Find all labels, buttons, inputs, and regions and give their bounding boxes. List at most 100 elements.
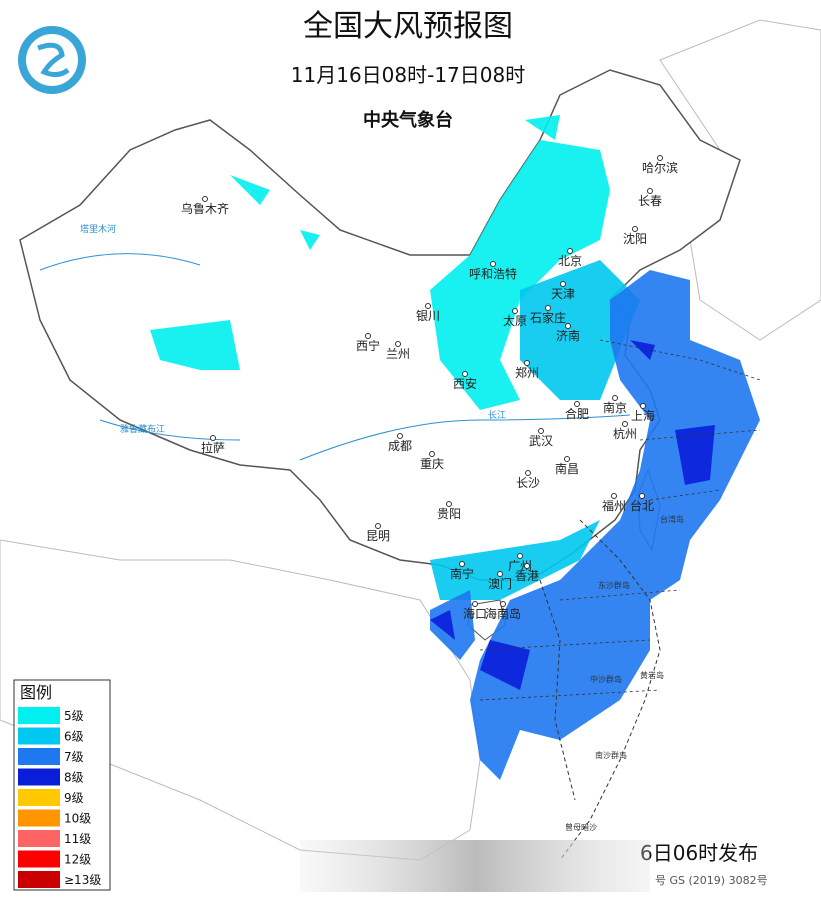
place-label: 中沙群岛 <box>590 674 622 684</box>
legend-label: ≥13级 <box>64 873 101 887</box>
subtitle: 11月16日08时-17日08时 <box>291 63 525 87</box>
legend-swatch <box>18 707 60 724</box>
city-dot <box>632 226 638 232</box>
city-dot <box>202 196 208 202</box>
legend-label: 10级 <box>64 812 91 826</box>
city-dot <box>210 435 216 441</box>
place-label: 东沙群岛 <box>598 580 630 590</box>
legend-label: 8级 <box>64 771 84 785</box>
legend-label: 11级 <box>64 832 91 846</box>
city-dot <box>525 470 531 476</box>
city-dot <box>564 456 570 462</box>
city-label: 合肥 <box>565 406 589 421</box>
city-dot <box>639 493 645 499</box>
city-label: 西安 <box>453 376 477 391</box>
city-dot <box>567 248 573 254</box>
legend-swatch <box>18 809 60 827</box>
city-label: 郑州 <box>515 365 539 380</box>
city-label: 银川 <box>416 309 440 323</box>
city-label: 台北 <box>630 498 654 513</box>
agency: 中央气象台 <box>363 109 453 131</box>
city-label: 呼和浩特 <box>469 266 517 281</box>
city-dot <box>512 308 518 314</box>
city-dot <box>524 563 530 569</box>
wind-zone <box>470 270 760 780</box>
place-label: 黄岩岛 <box>640 670 664 680</box>
city-label: 南京 <box>603 400 627 415</box>
legend-label: 5级 <box>64 709 84 723</box>
city-label: 贵阳 <box>437 507 461 521</box>
city-label: 海口 <box>463 606 487 621</box>
legend: 5级 6级 7级 8级 9级 10级 11级 12级 ≥13级 <box>18 707 101 888</box>
legend-label: 7级 <box>64 750 84 764</box>
city-dot <box>612 395 618 401</box>
city-dot <box>429 451 435 457</box>
city-dot <box>517 553 523 559</box>
title: 全国大风预报图 <box>303 9 513 44</box>
legend-swatch <box>18 789 60 806</box>
city-dot <box>500 601 506 607</box>
city-label: 哈尔滨 <box>642 160 678 175</box>
city-dot <box>395 341 401 347</box>
city-label: 成都 <box>388 439 412 453</box>
place-label: 曾母暗沙 <box>565 822 597 832</box>
city-label: 长春 <box>638 194 662 208</box>
city-dot <box>640 403 646 409</box>
city-label: 重庆 <box>420 457 444 471</box>
city-label: 广州 <box>508 559 532 573</box>
city-dot <box>472 601 478 607</box>
wind-zone <box>150 320 240 370</box>
city-dot <box>574 401 580 407</box>
city-label: 澳门 <box>488 576 512 591</box>
blur-overlay <box>300 840 650 892</box>
city-label: 北京 <box>558 254 582 268</box>
city-dot <box>490 261 496 267</box>
city-dot <box>365 333 371 339</box>
city-label: 拉萨 <box>201 440 225 455</box>
city-dot <box>647 188 653 194</box>
city-label: 南宁 <box>450 566 474 581</box>
city-dot <box>622 421 628 427</box>
city-dot <box>425 303 431 309</box>
city-label: 海南岛 <box>485 606 521 621</box>
city-dot <box>538 428 544 434</box>
wind-zone <box>520 260 640 400</box>
place-label: 南沙群岛 <box>595 750 627 760</box>
city-label: 南昌 <box>555 461 579 476</box>
city-dot <box>375 523 381 529</box>
city-dot <box>524 360 530 366</box>
city-label: 天津 <box>551 287 575 301</box>
city-dot <box>565 323 571 329</box>
city-dot <box>657 155 663 161</box>
legend-swatch <box>18 748 60 765</box>
city-label: 香港 <box>515 569 539 583</box>
city-dot <box>462 371 468 377</box>
neighbour-land <box>0 539 481 861</box>
place-label: 台湾岛 <box>660 514 684 524</box>
legend-swatch <box>18 871 60 888</box>
city-dot <box>397 433 403 439</box>
city-label: 沈阳 <box>623 231 647 246</box>
city-label: 太原 <box>503 313 527 328</box>
city-label: 西宁 <box>356 338 380 353</box>
city-label: 兰州 <box>386 347 410 361</box>
wind-zones <box>150 115 760 780</box>
city-label: 武汉 <box>529 434 553 448</box>
city-label: 上海 <box>631 408 655 423</box>
zone-line <box>479 339 761 701</box>
wind-zone <box>430 520 600 600</box>
city-label: 杭州 <box>613 426 637 441</box>
river-label: 雅鲁藏布江 <box>120 423 165 435</box>
river <box>39 253 631 461</box>
city-dot <box>545 305 551 311</box>
city-label: 福州 <box>602 498 626 513</box>
city-label: 乌鲁木齐 <box>181 201 229 216</box>
legend-swatch <box>18 850 60 868</box>
legend-swatch <box>18 727 60 745</box>
legend-label: 6级 <box>64 730 84 744</box>
logo <box>37 42 70 78</box>
river-label: 塔里木河 <box>80 223 116 235</box>
city-label: 长沙 <box>516 476 540 490</box>
